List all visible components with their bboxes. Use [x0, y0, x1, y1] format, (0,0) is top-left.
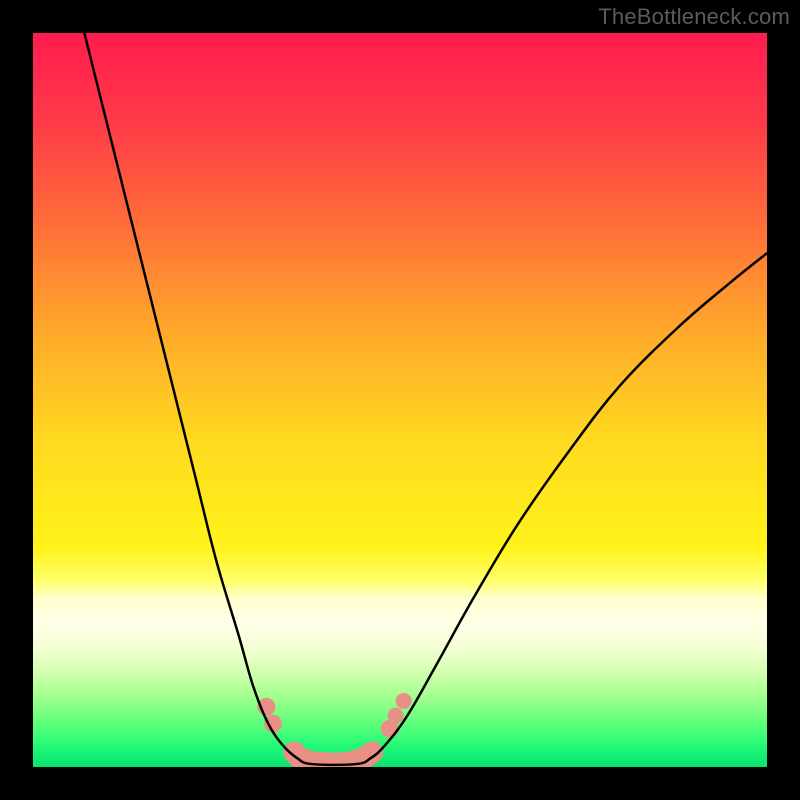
bottleneck-zone-marker: [388, 708, 404, 724]
attribution-text: TheBottleneck.com: [598, 4, 790, 30]
chart-frame: TheBottleneck.com: [0, 0, 800, 800]
plot-background-gradient: [33, 33, 767, 767]
plot-svg: [0, 0, 800, 800]
bottleneck-zone-segment: [294, 752, 372, 763]
bottleneck-zone-marker: [396, 693, 412, 709]
